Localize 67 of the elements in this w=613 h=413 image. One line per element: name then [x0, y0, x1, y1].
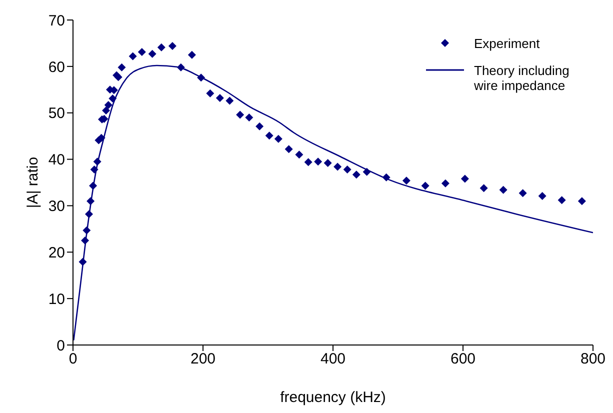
- point: [78, 258, 87, 266]
- point: [304, 158, 312, 166]
- point: [118, 63, 126, 72]
- point: [274, 134, 282, 143]
- point: [108, 94, 117, 102]
- point: [188, 50, 196, 59]
- point: [102, 106, 110, 115]
- point: [352, 170, 360, 179]
- line-series: [73, 64, 593, 342]
- point: [89, 182, 98, 190]
- point: [334, 162, 342, 171]
- point: [216, 94, 224, 102]
- point: [97, 134, 106, 142]
- point: [314, 158, 322, 166]
- point: [226, 96, 234, 105]
- point: [558, 196, 566, 204]
- point: [441, 179, 450, 188]
- point: [81, 236, 90, 245]
- point: [86, 197, 95, 206]
- point: [82, 226, 91, 234]
- x-axis-title: frequency (kHz): [280, 389, 386, 406]
- point: [84, 210, 93, 218]
- point: [343, 166, 352, 174]
- y-axis-title: |A| ratio: [24, 156, 42, 208]
- point: [295, 150, 304, 159]
- point: [324, 159, 332, 167]
- point: [176, 63, 185, 72]
- legend-label: Theory including wire impedance: [474, 63, 570, 93]
- y-tick-label: 20: [48, 244, 65, 262]
- point: [265, 132, 274, 140]
- x-tick-label: 600: [450, 350, 476, 368]
- x-tick-label: 0: [68, 350, 78, 368]
- point: [157, 43, 166, 52]
- point: [256, 122, 264, 130]
- x-tick-label: 800: [580, 350, 606, 368]
- point: [197, 74, 206, 82]
- point: [284, 145, 293, 154]
- point: [402, 176, 410, 185]
- point: [362, 168, 371, 176]
- y-tick-label: 30: [48, 198, 65, 216]
- legend-label: Experiment: [474, 36, 540, 51]
- point: [104, 100, 112, 109]
- point: [480, 184, 488, 192]
- y-tick-label: 0: [56, 337, 65, 354]
- point: [236, 110, 244, 119]
- point: [382, 173, 390, 182]
- point: [206, 89, 214, 98]
- point: [499, 186, 508, 194]
- point: [578, 197, 586, 206]
- y-tick-label: 40: [48, 152, 65, 169]
- x-tick-label: 400: [320, 350, 346, 368]
- point: [148, 50, 156, 58]
- y-tick-label: 70: [48, 12, 65, 30]
- point: [538, 192, 546, 200]
- y-tick-label: 50: [48, 105, 65, 122]
- point: [168, 42, 176, 50]
- point: [518, 189, 527, 198]
- point: [138, 48, 146, 56]
- x-tick-label: 200: [190, 350, 216, 368]
- y-tick-label: 60: [48, 58, 65, 76]
- point: [90, 166, 98, 174]
- point: [128, 52, 137, 60]
- point: [460, 174, 469, 183]
- point: [245, 114, 254, 122]
- point: [421, 182, 430, 190]
- y-tick-label: 10: [48, 290, 65, 308]
- point: [93, 158, 102, 166]
